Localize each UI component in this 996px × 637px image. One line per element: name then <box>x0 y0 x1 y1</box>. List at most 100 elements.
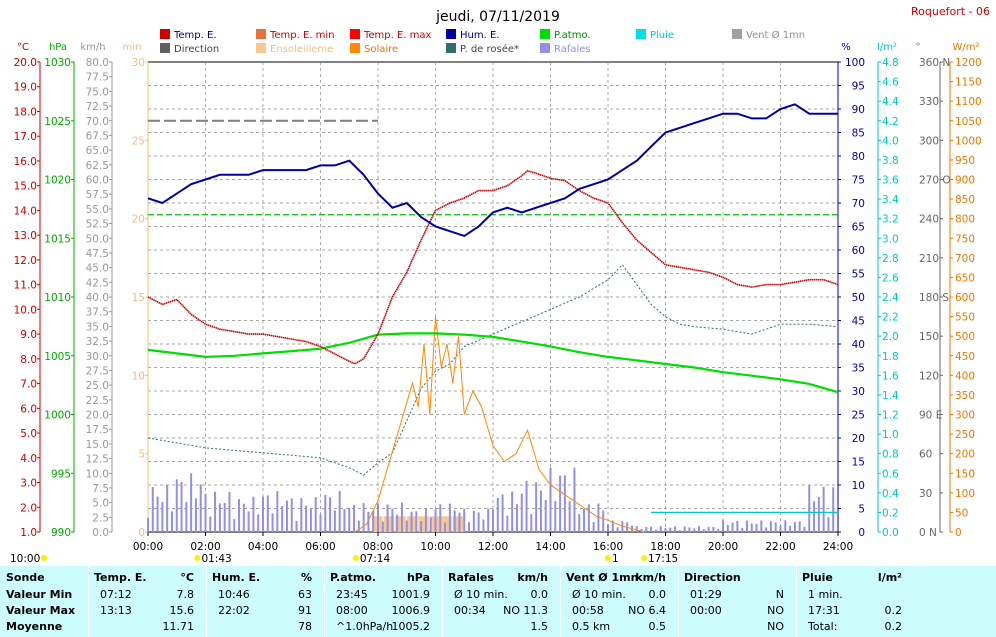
legend-label: Temp. E. max <box>363 30 432 41</box>
wind-tick-label: 15.0 <box>86 439 109 451</box>
solar-tick-label: 1050 <box>955 116 982 128</box>
dir-tick-label: 30 <box>919 488 932 500</box>
wind-tick-label: 45.0 <box>86 263 109 275</box>
dir-tick-label: 180 S <box>919 292 949 304</box>
wind-tick-label: 7.5 <box>92 483 109 495</box>
wind-tick-label: 2.5 <box>92 512 109 524</box>
table-cell-value: 0.5 <box>648 620 667 633</box>
rain-tick-label: 3.2 <box>882 214 899 226</box>
legend-label: Temp. E. <box>173 30 217 41</box>
temp-tick-label: 1.0 <box>20 527 37 539</box>
dir-tick-label: 240 <box>919 214 939 226</box>
table-header: Temp. E. <box>94 571 147 584</box>
legend-swatch <box>446 43 456 53</box>
solar-line <box>354 316 645 533</box>
solar-tick-label: 700 <box>955 253 975 265</box>
dir-unit: ° <box>916 42 921 53</box>
table-cell-value: 1006.9 <box>391 604 431 617</box>
pressure-tick-label: 1025 <box>44 116 71 128</box>
x-tick-label: 16:00 <box>593 541 623 553</box>
pressure-tick-label: 1005 <box>44 351 71 363</box>
rain-tick-label: 1.8 <box>882 351 899 363</box>
x-tick-label: 04:00 <box>248 541 278 553</box>
wind-tick-label: 0.0 <box>92 527 109 539</box>
solar-tick-label: 300 <box>955 410 975 422</box>
dir-tick-label: 270 O <box>919 175 951 187</box>
temp-tick-label: 19.0 <box>14 82 37 94</box>
wind-tick-label: 65.0 <box>86 145 109 157</box>
sun-marker-icon <box>605 555 611 561</box>
sun-tick-label: 5 <box>138 449 145 461</box>
table-cell-value: NO 11.3 <box>503 604 548 617</box>
sunshine-bar <box>452 516 464 532</box>
rain-tick-label: 4.6 <box>882 77 899 89</box>
temp-unit: °C <box>17 42 29 53</box>
table-cell-value: 1005.2 <box>391 620 431 633</box>
solar-tick-label: 850 <box>955 194 975 206</box>
table-header: Direction <box>684 571 741 584</box>
table-cell: 10:46 <box>218 588 250 601</box>
solar-tick-label: 900 <box>955 175 975 187</box>
temp-tick-label: 6.0 <box>20 403 37 415</box>
wind-tick-label: 27.5 <box>86 365 109 377</box>
legend-label: Vent Ø 1mn <box>746 29 805 41</box>
table-unit: hPa <box>406 571 430 584</box>
legend-swatch <box>256 29 266 39</box>
table-cell: 00:34 <box>454 604 486 617</box>
legend-swatch <box>350 43 360 53</box>
rain-tick-label: 1.4 <box>882 390 899 402</box>
legend-swatch <box>446 29 456 39</box>
legend-swatch <box>540 43 550 53</box>
hum-tick-label: 55 <box>852 269 865 281</box>
solar-tick-label: 450 <box>955 351 975 363</box>
x-tick-label: 08:00 <box>363 541 393 553</box>
rain-tick-label: 4.2 <box>882 116 899 128</box>
solar-tick-label: 250 <box>955 429 975 441</box>
temp-tick-label: 4.0 <box>20 453 37 465</box>
rain-tick-label: 2.0 <box>882 331 899 343</box>
sun-tick-label: 25 <box>132 135 145 147</box>
hum-tick-label: 50 <box>852 292 865 304</box>
solar-tick-label: 200 <box>955 449 975 461</box>
legend-label: Solaire <box>364 44 398 55</box>
table-unit: km/h <box>517 571 548 584</box>
table-cell: 08:00 <box>336 604 368 617</box>
station-name: Roquefort - 06 <box>911 5 990 18</box>
legend-swatch <box>256 43 266 53</box>
table-header: P.atmo. <box>330 571 377 584</box>
sunshine-bar <box>395 516 406 532</box>
solar-tick-label: 400 <box>955 370 975 382</box>
wind-tick-label: 57.5 <box>86 189 109 201</box>
chart-title: jeudi, 07/11/2019 <box>435 9 560 25</box>
solar-unit: W/m² <box>952 42 979 53</box>
sun-tick-label: 0 <box>138 527 145 539</box>
legend-swatch <box>732 29 742 39</box>
legend-label: Rafales <box>554 44 591 55</box>
table-cell: 17:31 <box>808 604 840 617</box>
humidity-line <box>147 103 838 237</box>
x-tick-label: 22:00 <box>765 541 795 553</box>
wind-tick-label: 72.5 <box>86 101 109 113</box>
table-cell: 0.5 km <box>572 620 611 633</box>
table-cell-value: 78 <box>298 620 312 633</box>
hum-tick-label: 25 <box>852 410 865 422</box>
table-cell: 07:12 <box>100 588 132 601</box>
pressure-tick-label: 1015 <box>44 233 71 245</box>
wind-tick-label: 32.5 <box>86 336 109 348</box>
table-row-label: Valeur Min <box>6 588 73 601</box>
hum-tick-label: 45 <box>852 316 865 328</box>
solar-tick-label: 150 <box>955 468 975 480</box>
temp-tick-label: 13.0 <box>14 230 37 242</box>
rain-tick-label: 0.6 <box>882 468 899 480</box>
hum-tick-label: 40 <box>852 339 865 351</box>
wind-tick-label: 77.5 <box>86 72 109 84</box>
rain-tick-label: 4.4 <box>882 96 899 108</box>
sun-marker-icon <box>640 555 647 561</box>
rain-tick-label: 3.0 <box>882 233 899 245</box>
table-separator <box>796 566 797 637</box>
pressure-tick-label: 995 <box>51 468 71 480</box>
temp-tick-label: 18.0 <box>14 106 37 118</box>
temperature-line <box>147 169 839 365</box>
rain-tick-label: 1.0 <box>882 429 899 441</box>
wind-tick-label: 5.0 <box>92 498 109 510</box>
